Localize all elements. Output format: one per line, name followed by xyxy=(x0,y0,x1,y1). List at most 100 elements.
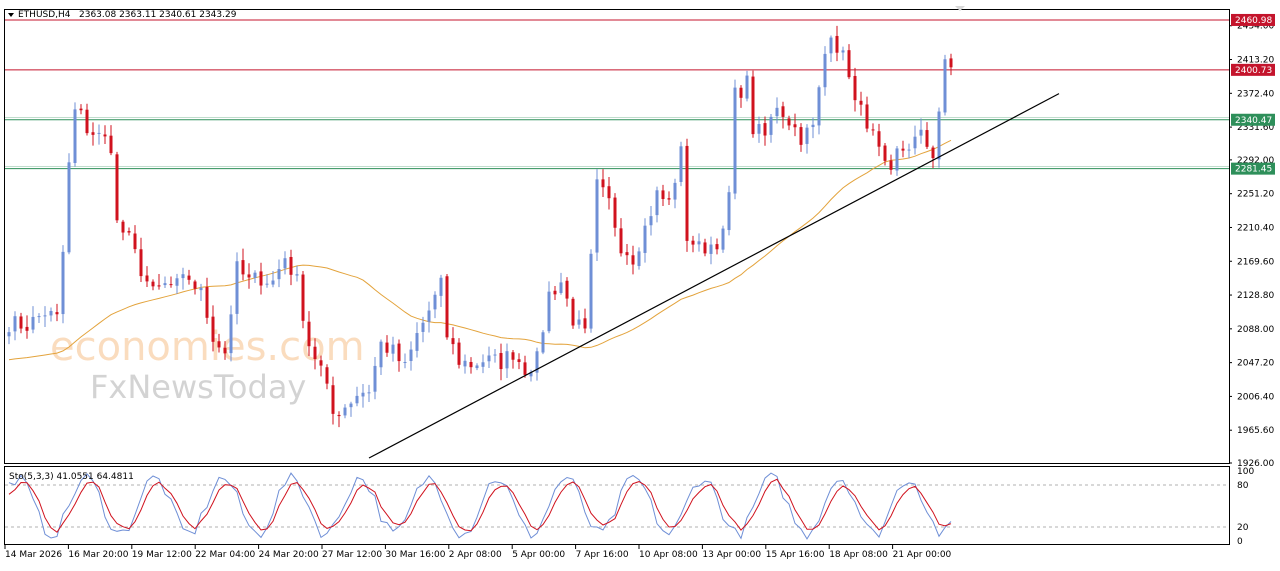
candle-body xyxy=(913,136,917,149)
candle-body xyxy=(217,341,221,348)
candle-body xyxy=(613,197,617,228)
candle-body xyxy=(439,277,443,296)
candle-body xyxy=(397,343,401,362)
time-tick-label: 5 Apr 00:00 xyxy=(512,550,565,560)
candle-body xyxy=(391,344,395,354)
candle-body xyxy=(247,274,251,278)
candle-body xyxy=(67,162,71,253)
candle-body xyxy=(523,362,527,375)
candle-body xyxy=(949,58,953,68)
price-tick-label: 2169.60 xyxy=(1237,257,1274,267)
moving-average xyxy=(8,139,952,361)
trend-line[interactable] xyxy=(368,93,1060,459)
candle-body xyxy=(445,276,449,338)
candle-body xyxy=(943,59,947,113)
candle-body xyxy=(181,274,185,279)
candle-body xyxy=(535,351,539,373)
stoch-main-line xyxy=(8,472,952,540)
level-price-tag xyxy=(1231,63,1275,76)
candle-body xyxy=(757,124,761,134)
time-tick-label: 30 Mar 16:00 xyxy=(385,550,445,560)
candle-body xyxy=(721,228,725,250)
candle-body xyxy=(745,75,749,99)
time-tick-label: 21 Apr 00:00 xyxy=(893,550,952,560)
candle-body xyxy=(43,315,47,317)
candle-body xyxy=(937,111,941,160)
candle-body xyxy=(865,104,869,129)
candle-body xyxy=(73,109,77,163)
candle-body xyxy=(631,255,635,265)
candle-body xyxy=(487,355,491,362)
candle-body xyxy=(871,129,875,131)
time-tick-label: 7 Apr 16:00 xyxy=(576,550,629,560)
price-tick-label: 2047.20 xyxy=(1237,359,1274,369)
candle-body xyxy=(259,271,263,286)
stoch-signal-line xyxy=(8,478,952,533)
ohlc-values: 2363.08 2363.11 2340.61 2343.29 xyxy=(79,10,237,20)
candle-body xyxy=(61,251,65,315)
candle-body xyxy=(655,190,659,216)
candle-body xyxy=(667,198,671,200)
candle-body xyxy=(559,282,563,293)
candle-body xyxy=(223,347,227,354)
time-tick-label: 10 Apr 08:00 xyxy=(639,550,698,560)
candle-body xyxy=(733,87,737,194)
candle-body xyxy=(469,361,473,368)
candle-body xyxy=(823,53,827,88)
candle-body xyxy=(841,50,845,53)
candle-body xyxy=(673,182,677,200)
candle-body xyxy=(211,316,215,342)
collapse-triangle-icon[interactable] xyxy=(8,13,14,17)
candle-body xyxy=(349,403,353,408)
stochastic-lines xyxy=(5,472,1229,540)
level-price-tag xyxy=(1231,162,1275,175)
time-tick-label: 18 Apr 08:00 xyxy=(829,550,888,560)
candle-body xyxy=(883,145,887,161)
stoch-tick-label: 0 xyxy=(1237,537,1243,547)
candle-body xyxy=(103,134,107,137)
candle-body xyxy=(97,132,101,134)
candle-body xyxy=(805,127,809,144)
level-price-label: 2460.98 xyxy=(1235,16,1272,26)
candle-body xyxy=(577,319,581,325)
candle-body xyxy=(811,124,815,128)
candle-body xyxy=(79,108,83,111)
candle-body xyxy=(415,333,419,351)
time-tick-label: 19 Mar 12:00 xyxy=(132,550,192,560)
candle-body xyxy=(691,240,695,245)
time-tick-label: 13 Apr 00:00 xyxy=(702,550,761,560)
level-price-tag xyxy=(1231,113,1275,126)
candle-body xyxy=(403,361,407,363)
candle-body xyxy=(25,326,29,331)
candle-body xyxy=(619,228,623,254)
time-tick-label: 14 Mar 2026 xyxy=(5,550,62,560)
price-tick-label: 2128.80 xyxy=(1237,291,1274,301)
stochastic-label: Sto(5,3,3) 41.0551 64.4811 xyxy=(9,472,134,482)
candle-body xyxy=(367,392,371,394)
candle-body xyxy=(301,274,305,321)
candle-body xyxy=(589,253,593,329)
candle-body xyxy=(319,360,323,366)
candle-body xyxy=(151,281,155,287)
candle-body xyxy=(649,216,653,226)
candle-body xyxy=(715,244,719,250)
candle-body xyxy=(307,321,311,347)
candle-body xyxy=(127,231,131,233)
candle-body xyxy=(901,148,905,151)
watermark-economies: economies.com xyxy=(50,324,365,370)
ma-line xyxy=(8,139,952,361)
candle-body xyxy=(829,37,833,54)
candle-body xyxy=(853,75,857,101)
candle-body xyxy=(775,107,779,117)
price-tick-label: 2006.40 xyxy=(1237,392,1274,402)
candle-body xyxy=(601,179,605,188)
price-tick-label: 2331.60 xyxy=(1237,123,1274,133)
candle-body xyxy=(799,127,803,145)
candle-body xyxy=(325,367,329,384)
symbol-label: ETHUSD,H4 xyxy=(18,10,71,20)
candle-body xyxy=(385,342,389,353)
price-tick-label: 2372.40 xyxy=(1237,89,1274,99)
candle-body xyxy=(511,352,515,360)
level-price-tag xyxy=(1231,13,1275,26)
